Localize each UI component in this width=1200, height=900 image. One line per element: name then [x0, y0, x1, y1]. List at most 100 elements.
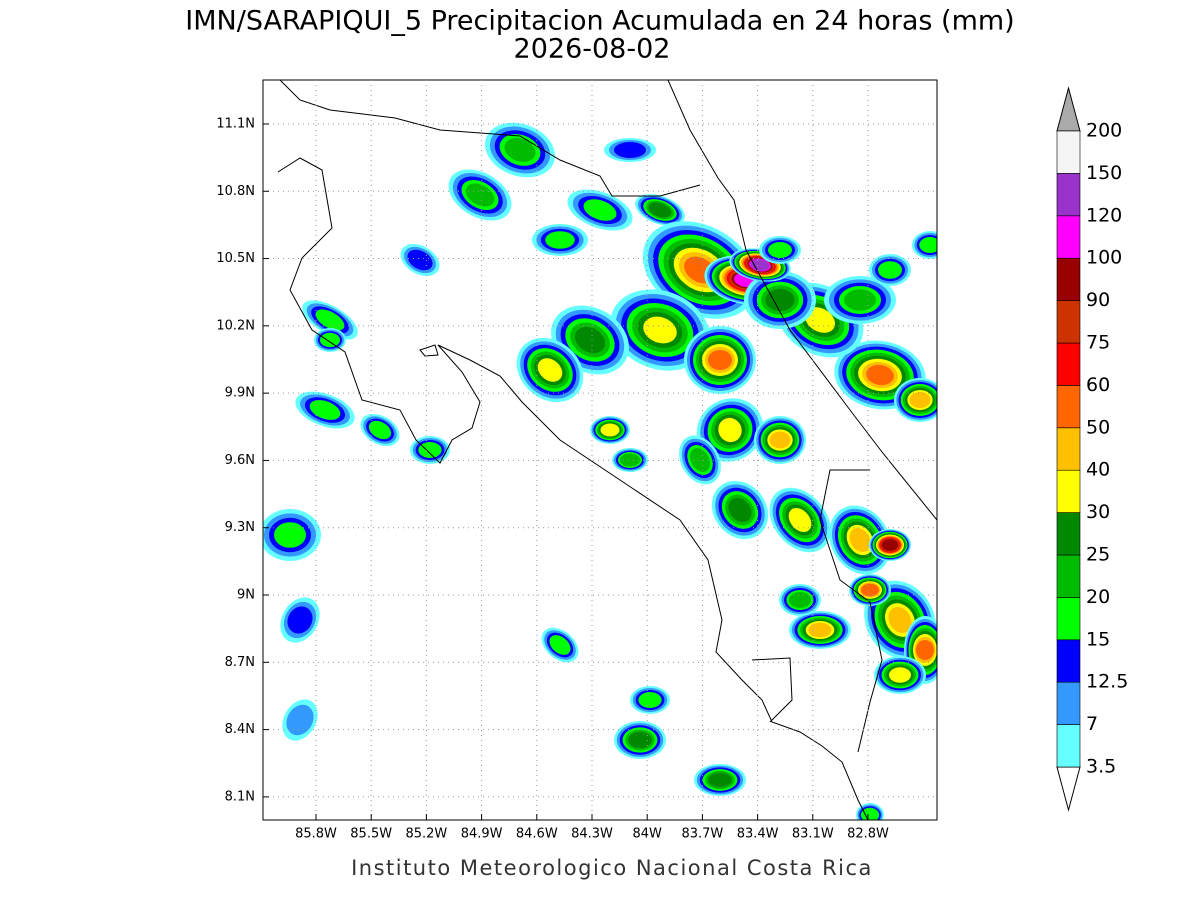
colorbar-box: [1056, 342, 1081, 386]
precip-area: [860, 807, 880, 820]
x-tick-label: 85.8W: [295, 827, 337, 842]
x-tick-label: 84.9W: [461, 827, 503, 842]
colorbar-label: 60: [1086, 374, 1110, 396]
precip-area: [537, 358, 563, 382]
precip-area: [788, 507, 812, 533]
colorbar-label: 75: [1086, 332, 1110, 354]
y-tick-label: 8.7N: [225, 655, 255, 670]
precip-area: [689, 448, 711, 472]
precip-area: [708, 772, 732, 788]
y-tick-label: 9.3N: [225, 520, 255, 535]
map-frame: [262, 79, 938, 821]
precip-area: [574, 326, 606, 354]
border-north: [279, 80, 701, 197]
osa: [751, 657, 793, 723]
precip-area: [504, 138, 536, 162]
precip-area: [600, 423, 620, 437]
precip-area: [804, 307, 836, 333]
colorbar-label: 50: [1086, 416, 1110, 438]
precip-area: [638, 692, 662, 708]
colorbar-over: [1056, 86, 1081, 132]
colorbar-label: 100: [1086, 247, 1122, 269]
colorbar-label: 120: [1086, 204, 1122, 226]
x-tick-label: 83.4W: [737, 827, 779, 842]
colorbar-label: 12.5: [1086, 671, 1128, 693]
y-tick-label: 9.9N: [225, 386, 255, 401]
colorbar-label: 30: [1086, 501, 1110, 523]
footer: Instituto Meteorologico Nacional Costa R…: [351, 856, 873, 880]
y-tick-label: 8.1N: [225, 789, 255, 804]
colorbar-label: 90: [1086, 289, 1110, 311]
precip-area: [545, 231, 575, 249]
precip-area: [418, 442, 442, 458]
colorbar-box: [1056, 215, 1081, 259]
y-tick-label: 10.5N: [216, 251, 255, 266]
pacific-coast: [277, 157, 869, 820]
colorbar-box: [1056, 639, 1081, 683]
nicoya-isle: [419, 344, 439, 357]
x-tick-label: 82.8W: [847, 827, 889, 842]
colorbar-box: [1056, 130, 1081, 174]
colorbar-label: 15: [1086, 628, 1110, 650]
precip-area: [878, 261, 902, 279]
title: IMN/SARAPIQUI_5 Precipitacion Acumulada …: [185, 6, 1014, 37]
colorbar-label: 200: [1086, 120, 1122, 142]
colorbar-box: [1056, 427, 1081, 471]
precip-area: [768, 242, 792, 258]
x-tick-label: 83.1W: [792, 827, 834, 842]
precip-area: [916, 640, 934, 660]
x-tick-label: 84W: [632, 827, 662, 842]
x-tick-label: 84.3W: [571, 827, 613, 842]
colorbar-label: 7: [1086, 713, 1098, 735]
colorbar-box: [1056, 385, 1081, 429]
colorbar-box: [1056, 469, 1081, 513]
precip-area: [728, 497, 752, 523]
precip-area: [648, 202, 672, 218]
colorbar-box: [1056, 681, 1081, 725]
precip-area: [844, 289, 876, 311]
colorbar-label: 40: [1086, 459, 1110, 481]
precip-field: [263, 122, 937, 820]
colorbar-box: [1056, 300, 1081, 344]
precip-area: [909, 392, 931, 408]
precip-area: [465, 183, 495, 207]
y-tick-label: 11.1N: [216, 116, 255, 131]
precip-area: [765, 288, 795, 312]
subtitle: 2026-08-02: [514, 34, 671, 65]
precip-area: [919, 237, 937, 253]
x-tick-label: 83.7W: [681, 827, 723, 842]
precip-area: [808, 622, 832, 638]
precip-area: [320, 332, 340, 348]
colorbar-box: [1056, 554, 1081, 598]
precip-area: [287, 606, 313, 634]
x-tick-label: 85.5W: [350, 827, 392, 842]
precip-area: [708, 350, 732, 370]
colorbar-label: 20: [1086, 586, 1110, 608]
precip-area: [315, 309, 345, 331]
precip-area: [718, 417, 742, 443]
precip-area: [888, 606, 912, 634]
y-tick-label: 9.6N: [225, 453, 255, 468]
precip-area: [549, 635, 571, 655]
caribbean-coast: [667, 80, 937, 521]
precip-area: [889, 667, 911, 683]
precip-area: [368, 420, 392, 440]
precip-area: [789, 592, 811, 608]
colorbar-label: 25: [1086, 544, 1110, 566]
precip-area: [866, 364, 894, 386]
y-tick-label: 9N: [237, 588, 255, 603]
colorbar-box: [1056, 724, 1081, 768]
y-tick-label: 10.2N: [216, 318, 255, 333]
border-south: [819, 469, 883, 753]
precip-area: [274, 522, 306, 548]
colorbar-box: [1056, 173, 1081, 217]
colorbar-label: 150: [1086, 162, 1122, 184]
colorbar-box: [1056, 597, 1081, 641]
colorbar-label: 3.5: [1086, 756, 1116, 778]
precip-area: [620, 453, 640, 467]
y-tick-label: 8.4N: [225, 722, 255, 737]
y-tick-label: 10.8N: [216, 184, 255, 199]
precip-area: [643, 316, 677, 344]
precip-area: [309, 400, 341, 420]
colorbar-under: [1056, 766, 1081, 812]
